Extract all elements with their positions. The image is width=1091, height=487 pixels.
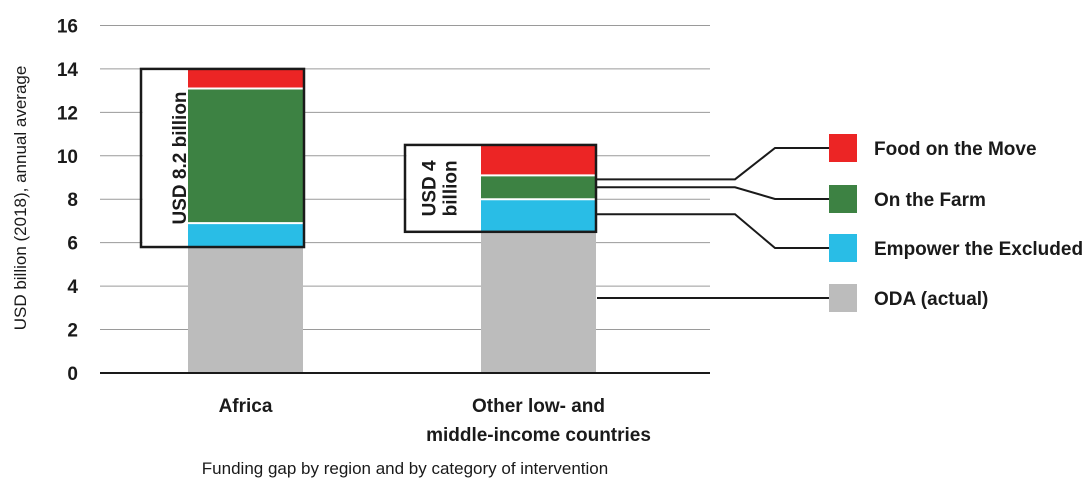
gap-label-line-1: billion: [441, 160, 462, 216]
gap-label-other-low-and-middle-income-countries: USD 4billion: [420, 160, 462, 216]
chart-subtitle: Funding gap by region and by category of…: [202, 459, 608, 478]
bar-africa-food-on-the-move: [188, 68, 303, 89]
gap-label-line-0: USD 4: [420, 160, 441, 216]
bar-other-low-and-middle-income-countries-empower-the-excluded: [481, 199, 596, 232]
x-category-line-0: Other low- and: [472, 396, 605, 417]
bar-africa-empower-the-excluded: [188, 223, 303, 248]
stacked-bars: [188, 68, 596, 373]
connector-on-the-farm: [596, 186, 829, 200]
y-tick-label-8: 8: [67, 190, 78, 211]
x-category-line-1: middle-income countries: [426, 425, 651, 446]
gap-box-fill-other-low-and-middle-income-countries: [406, 146, 481, 231]
y-tick-label-0: 0: [67, 364, 78, 385]
y-tick-label-16: 16: [57, 16, 78, 37]
legend-connectors: [596, 147, 829, 299]
legend-label-oda-actual: ODA (actual): [874, 289, 988, 310]
y-tick-label-2: 2: [67, 321, 78, 342]
x-category-other-low-and-middle-income-countries: Other low- and middle-income countries: [426, 396, 651, 446]
legend-label-empower-the-excluded: Empower the Excluded: [874, 239, 1083, 260]
bar-africa-oda-actual: [188, 247, 303, 373]
legend-swatch-on-the-farm: [829, 185, 857, 213]
gap-box-africa: [139, 67, 306, 249]
x-axis-categories: Africa Other low- and middle-income countr…: [219, 396, 651, 446]
legend-label-food-on-the-move: Food on the Move: [874, 139, 1037, 160]
gap-box-fill-africa: [142, 70, 188, 246]
gap-box-other-low-and-middle-income-countries: [403, 143, 598, 234]
y-tick-label-6: 6: [67, 234, 78, 255]
gap-label-line-0: USD 8.2 billion: [170, 91, 191, 224]
x-category-line-0: Africa: [219, 396, 273, 417]
y-axis-ticks: 0 2 4 6 8 10 12 14 16: [57, 16, 79, 385]
bar-other-low-and-middle-income-countries-food-on-the-move: [481, 144, 596, 176]
y-tick-label-12: 12: [57, 103, 78, 124]
bar-other-low-and-middle-income-countries-on-the-farm: [481, 175, 596, 200]
y-tick-label-14: 14: [57, 60, 79, 81]
bar-other-low-and-middle-income-countries-oda-actual: [481, 231, 596, 373]
y-tick-label-10: 10: [57, 147, 78, 168]
x-category-africa: Africa: [219, 396, 273, 417]
legend-swatch-oda-actual: [829, 284, 857, 312]
legend: Food on the Move On the Farm Empower the E…: [829, 134, 1083, 312]
gap-label-africa: USD 8.2 billion: [170, 91, 191, 224]
connector-food-on-the-move: [596, 147, 829, 181]
legend-swatch-food-on-the-move: [829, 134, 857, 162]
bar-africa-on-the-farm: [188, 88, 303, 224]
legend-label-on-the-farm: On the Farm: [874, 190, 986, 211]
y-tick-label-4: 4: [67, 277, 78, 298]
connector-empower-the-excluded: [596, 213, 829, 249]
gap-annotations: USD 8.2 billion USD 4billion: [139, 67, 598, 249]
legend-swatch-empower-the-excluded: [829, 234, 857, 262]
y-axis-label: USD billion (2018), annual average: [11, 66, 30, 331]
